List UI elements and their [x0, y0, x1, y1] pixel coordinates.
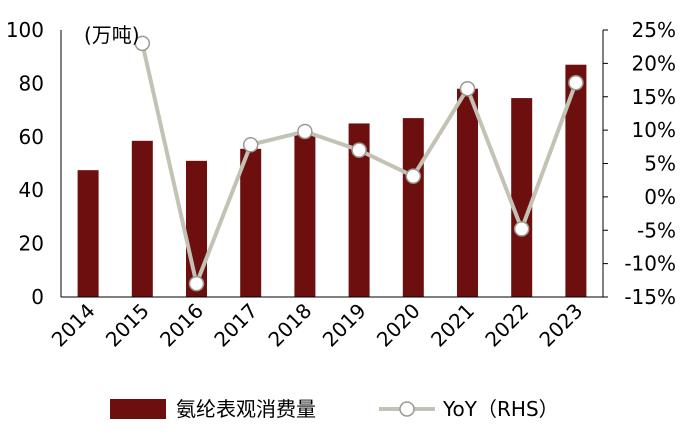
left-axis: 0 20 40 60 80 100 — [6, 18, 62, 309]
bar-2017 — [240, 148, 262, 297]
yoy-point-2020 — [405, 168, 422, 184]
yoy-point-2021 — [459, 80, 476, 97]
bar-2023 — [565, 64, 587, 298]
legend-bar-label: 氨纶表观消费量 — [176, 397, 316, 421]
left-tick-label: 80 — [19, 71, 44, 95]
unit-label: (万吨) — [84, 23, 140, 47]
right-tick-label: -5% — [637, 218, 676, 242]
right-tick-label: 20% — [632, 51, 676, 75]
left-tick-label: 100 — [6, 18, 44, 42]
left-tick-label: 0 — [31, 285, 44, 309]
legend-bar-swatch — [110, 399, 166, 419]
left-tick-labels: 0 20 40 60 80 100 — [6, 18, 44, 309]
x-tick-label: 2022 — [480, 299, 533, 352]
bar-2022 — [511, 98, 533, 298]
left-tick-label: 20 — [19, 232, 44, 256]
bar-2019 — [348, 123, 370, 297]
bar-series — [77, 64, 587, 298]
x-tick-label: 2019 — [318, 299, 371, 352]
bar-2021 — [457, 88, 478, 298]
yoy-line-series — [134, 35, 584, 292]
legend-line-marker — [399, 401, 415, 417]
yoy-point-2019 — [351, 142, 367, 158]
yoy-point-2018 — [297, 123, 313, 140]
x-tick-label: 2020 — [372, 299, 425, 352]
bar-2020 — [402, 118, 424, 297]
right-tick-label: -15% — [624, 285, 676, 309]
x-tick-label: 2015 — [101, 299, 154, 352]
x-tick-label: 2021 — [426, 299, 479, 352]
x-tick-label: 2018 — [263, 299, 316, 352]
x-tick-label: 2014 — [47, 299, 100, 352]
bar-2018 — [294, 134, 316, 297]
yoy-point-2015 — [134, 35, 151, 52]
legend-line-label: YoY（RHS） — [442, 397, 559, 421]
bar-2015 — [131, 140, 153, 297]
right-tick-label: 25% — [632, 18, 676, 42]
x-tick-label: 2023 — [534, 299, 587, 352]
right-axis: -15% -10% -5% 0% 5% 10% 15% 20% 25% — [602, 18, 676, 309]
right-tick-label: 15% — [632, 85, 676, 109]
left-tick-label: 40 — [19, 178, 44, 202]
right-tick-label: -10% — [624, 252, 676, 276]
legend: 氨纶表观消费量 YoY（RHS） — [110, 397, 559, 421]
x-tick-label: 2017 — [209, 299, 262, 352]
yoy-point-2017 — [242, 137, 259, 153]
yoy-point-2023 — [568, 74, 584, 91]
bar-2014 — [77, 170, 99, 297]
right-tick-label: 5% — [644, 152, 676, 176]
left-tick-label: 60 — [19, 125, 44, 149]
x-tick-labels: 2014 2015 2016 2017 2018 2019 2020 2021 2022 2023 — [47, 299, 588, 352]
yoy-point-2022 — [513, 221, 530, 237]
right-tick-label: 0% — [644, 185, 676, 209]
right-tick-labels: -15% -10% -5% 0% 5% 10% 15% 20% 25% — [603, 18, 676, 309]
right-tick-label: 10% — [632, 118, 676, 142]
yoy-point-2016 — [188, 275, 205, 292]
x-tick-label: 2016 — [155, 299, 208, 352]
